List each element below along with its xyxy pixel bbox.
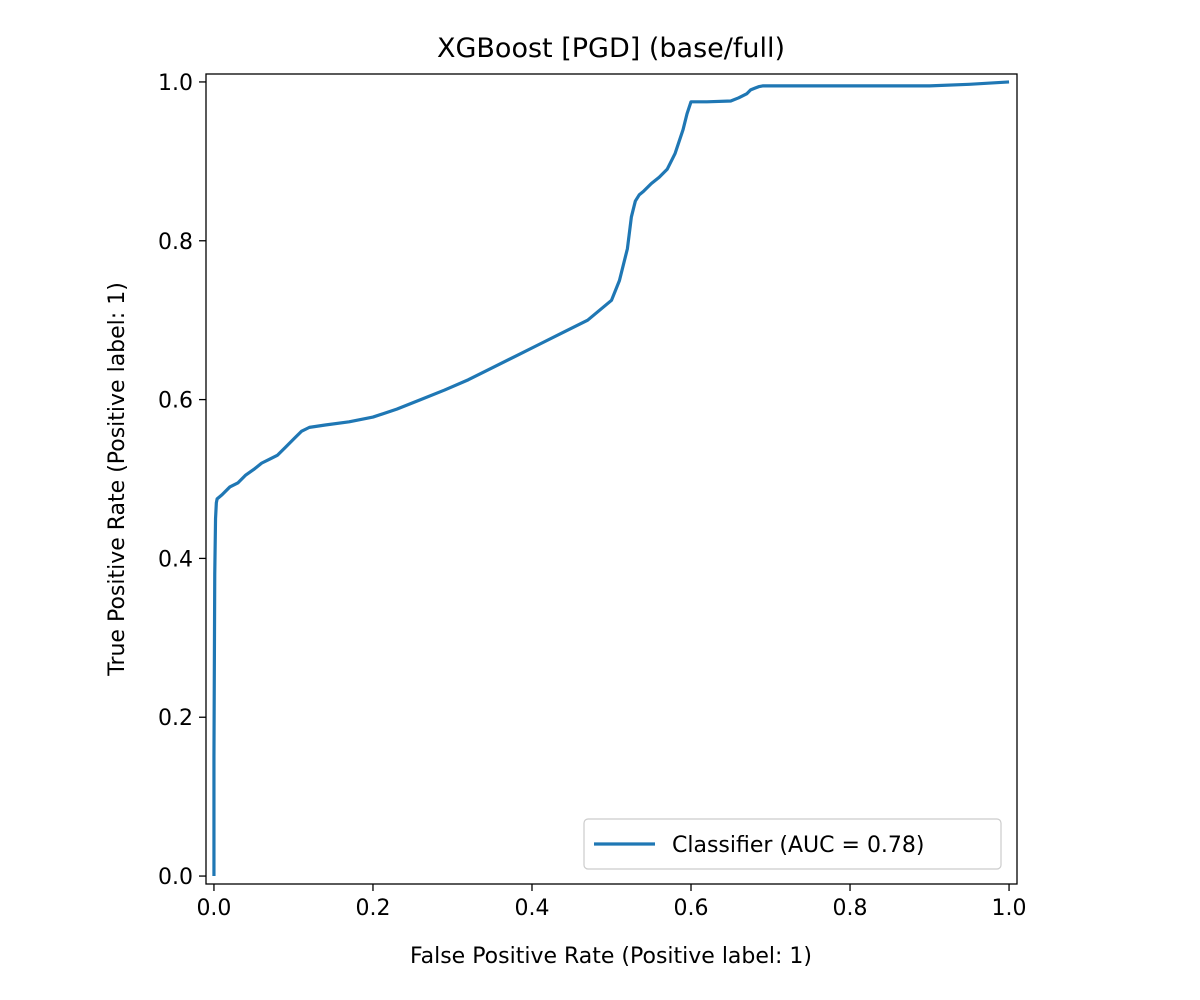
x-tick-label: 0.6 (674, 896, 709, 921)
legend-box (583, 818, 1002, 870)
x-tick-label: 0.8 (833, 896, 868, 921)
curve-layer (212, 80, 1010, 877)
axes-frame (205, 73, 1018, 885)
y-axis-ticks: 0.0 0.2 0.4 0.6 0.8 1.0 (158, 71, 206, 890)
x-axis-label: False Positive Rate (Positive label: 1) (410, 944, 812, 969)
x-tick-label: 0.4 (514, 896, 549, 921)
x-tick-label: 0.0 (196, 896, 231, 921)
legend: Classifier (AUC = 0.78) (583, 818, 1002, 870)
x-tick-label: 0.2 (355, 896, 390, 921)
x-tick-label: 1.0 (992, 896, 1027, 921)
y-tick-label: 0.8 (158, 230, 193, 255)
y-axis-label: True Positive Rate (Positive label: 1) (105, 282, 130, 677)
plot-area (205, 73, 1018, 885)
y-tick-label: 0.0 (158, 865, 193, 890)
legend-label: Classifier (AUC = 0.78) (672, 833, 925, 858)
x-axis-ticks: 0.0 0.2 0.4 0.6 0.8 1.0 (196, 884, 1027, 921)
y-tick-label: 0.6 (158, 389, 193, 414)
y-tick-label: 0.2 (158, 706, 193, 731)
y-tick-label: 0.4 (158, 547, 193, 572)
chart-title: XGBoost [PGD] (base/full) (437, 33, 785, 64)
y-tick-label: 1.0 (158, 71, 193, 96)
roc-curve-line (212, 80, 1010, 877)
